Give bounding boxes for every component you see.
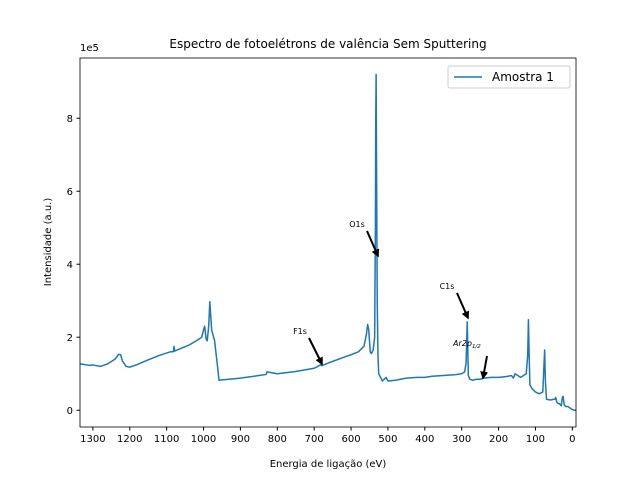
offset-label: 1e5 — [80, 43, 99, 54]
y-axis-label: Intensidade (a.u.) — [43, 198, 54, 287]
plot-frame — [79, 57, 577, 428]
x-tick-label: 300 — [452, 434, 471, 445]
y-tick-label: 8 — [67, 114, 73, 125]
x-tick-label: 1100 — [154, 434, 179, 445]
annotation-label: Ar2p1/2 — [452, 339, 481, 350]
legend-label: Amostra 1 — [492, 70, 554, 84]
x-tick-label: 600 — [342, 434, 361, 445]
chart-title: Espectro de fotoelétrons de valência Sem… — [169, 37, 486, 51]
annotation-text: C1s — [440, 282, 455, 291]
x-tick-label: 0 — [569, 434, 575, 445]
x-axis-label: Energia de ligação (eV) — [270, 459, 387, 470]
x-tick-label: 500 — [378, 434, 397, 445]
x-tick-label: 900 — [231, 434, 250, 445]
x-tick-label: 100 — [526, 434, 545, 445]
x-tick-label: 400 — [415, 434, 434, 445]
annotation-label: O1s — [349, 220, 365, 229]
annotation-text: O1s — [349, 220, 365, 229]
annotation-label: C1s — [440, 282, 455, 291]
annotation-arrow — [480, 355, 489, 380]
x-tick-label: 1000 — [191, 434, 216, 445]
annotation-text: F1s — [293, 327, 307, 336]
x-tick-label: 800 — [268, 434, 287, 445]
annotation-text: Ar2p — [452, 339, 472, 348]
y-tick-label: 0 — [67, 406, 73, 417]
y-tick-label: 6 — [67, 187, 73, 198]
annotation-arrow — [366, 230, 380, 258]
annotation-arrow — [308, 337, 323, 366]
annotation-label: F1s — [293, 327, 307, 336]
y-tick-label: 2 — [67, 333, 73, 344]
x-tick-label: 1200 — [117, 434, 142, 445]
legend-box — [447, 65, 571, 89]
annotation-arrow — [456, 292, 470, 320]
annotation-subscript: 1/2 — [472, 344, 481, 350]
data-line — [80, 73, 576, 411]
y-tick-label: 4 — [67, 260, 73, 271]
plot — [80, 73, 576, 411]
x-tick-label: 1300 — [80, 434, 105, 445]
x-tick-label: 700 — [305, 434, 324, 445]
x-tick-label: 200 — [489, 434, 508, 445]
